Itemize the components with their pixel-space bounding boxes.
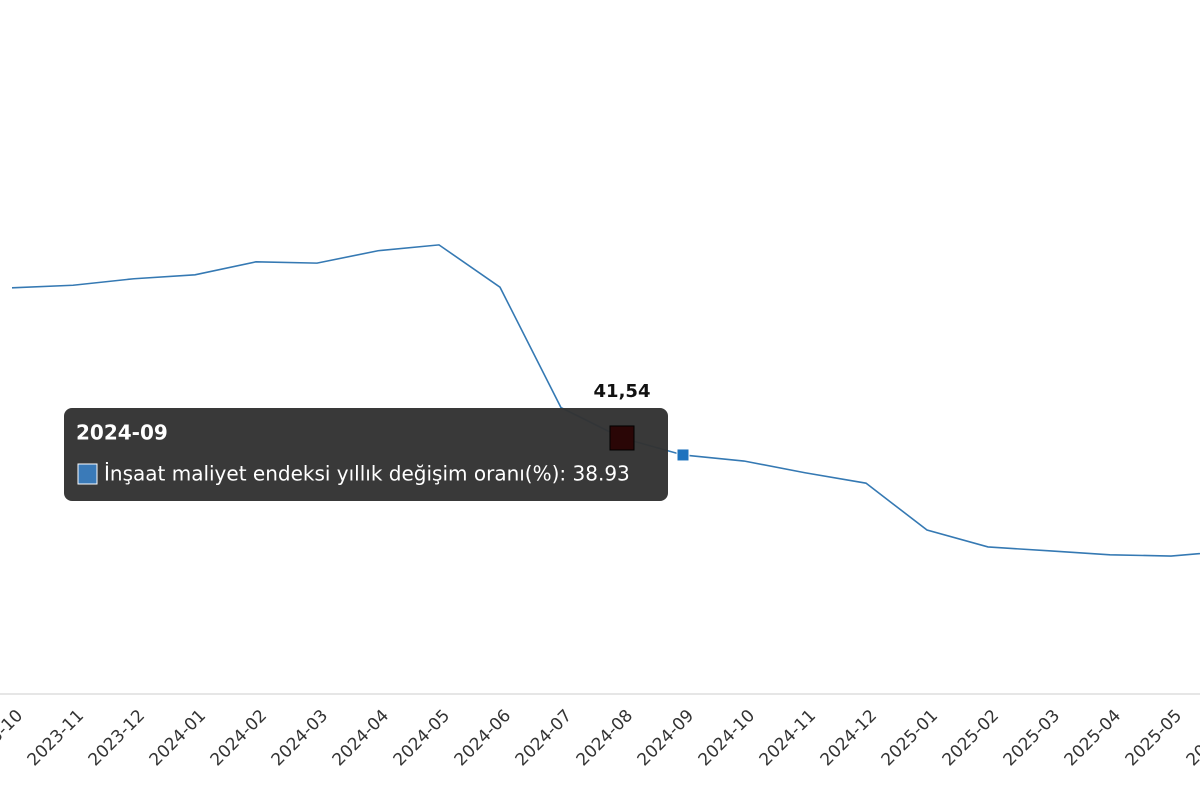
x-tick-label: 2024-02 xyxy=(207,706,271,770)
x-tick-label: 2023-12 xyxy=(85,706,149,770)
hover-point xyxy=(676,448,690,462)
tooltip-box xyxy=(64,408,668,501)
tooltip-title: 2024-09 xyxy=(76,421,168,445)
tooltip-text: İnşaat maliyet endeksi yıllık değişim or… xyxy=(104,462,630,486)
x-tick-label: 2025-05 xyxy=(1122,706,1186,770)
x-tick-label: 2024-09 xyxy=(634,706,698,770)
x-tick-label: 2024-11 xyxy=(756,706,820,770)
x-tick-label: 2025-01 xyxy=(878,706,942,770)
x-tick-label: 2024-07 xyxy=(512,706,576,770)
x-tick-label: 2025-02 xyxy=(939,706,1003,770)
x-tick-label: 2025-06 xyxy=(1183,706,1200,770)
tooltip: 2024-09 İnşaat maliyet endeksi yıllık de… xyxy=(64,408,668,501)
x-tick-label: 2024-06 xyxy=(451,706,515,770)
x-tick-label: 2025-04 xyxy=(1061,706,1125,770)
x-tick-label: 2024-04 xyxy=(329,706,393,770)
data-label: 41,54 xyxy=(594,381,651,402)
x-tick-label: 2024-01 xyxy=(146,706,210,770)
x-tick-label: 2024-03 xyxy=(268,706,332,770)
highlight-point xyxy=(609,425,635,451)
x-tick-label: 2025-03 xyxy=(1000,706,1064,770)
x-tick-label: 2024-12 xyxy=(817,706,881,770)
x-tick-label: 2023-10 xyxy=(0,706,27,770)
x-tick-label: 2023-11 xyxy=(24,706,88,770)
x-tick-label: 2024-08 xyxy=(573,706,637,770)
x-tick-label: 2024-05 xyxy=(390,706,454,770)
x-tick-label: 2024-10 xyxy=(695,706,759,770)
tooltip-swatch xyxy=(77,463,98,485)
